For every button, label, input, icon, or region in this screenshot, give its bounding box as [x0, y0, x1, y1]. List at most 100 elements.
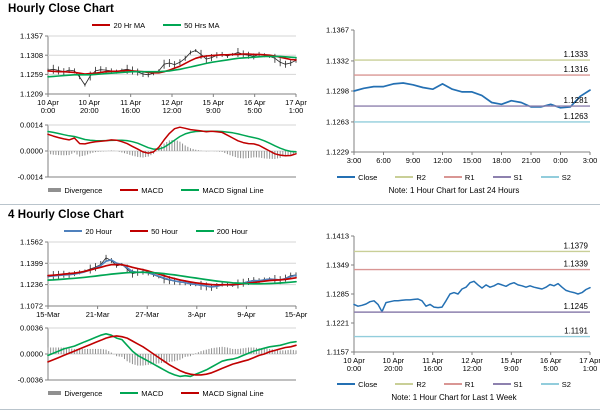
svg-text:1.1285: 1.1285: [326, 290, 349, 299]
svg-text:1.1339: 1.1339: [564, 260, 589, 269]
svg-text:-0.0036: -0.0036: [18, 376, 43, 385]
svg-text:15-Mar: 15-Mar: [36, 310, 60, 319]
svg-text:18:00: 18:00: [492, 156, 511, 165]
hourly-macd-legend: Divergence MACD MACD Signal Line: [8, 185, 304, 195]
line-swatch-icon: [130, 230, 149, 232]
line-swatch-icon: [540, 383, 559, 385]
svg-text:1.1236: 1.1236: [20, 280, 43, 289]
legend-item: 50 Hrs MA: [163, 21, 220, 30]
line-swatch-icon: [337, 176, 356, 178]
legend-item: Close: [337, 173, 377, 182]
legend-item: 20 Hr MA: [92, 21, 145, 30]
svg-text:1.1263: 1.1263: [564, 112, 589, 121]
four-hourly-section-title: 4 Hourly Close Chart: [8, 209, 124, 221]
legend-item: R1: [443, 173, 475, 182]
svg-text:1.1349: 1.1349: [326, 261, 349, 270]
line-swatch-icon: [540, 176, 559, 178]
svg-text:9-Apr: 9-Apr: [237, 310, 256, 319]
weekly-pivot-legend: Close R2 R1 S1 S2: [312, 379, 596, 389]
line-swatch-icon: [443, 383, 462, 385]
line-swatch-icon: [337, 383, 356, 385]
four-hourly-macd-legend: Divergence MACD MACD Signal Line: [8, 388, 304, 398]
svg-text:21-Mar: 21-Mar: [86, 310, 110, 319]
svg-text:1.1259: 1.1259: [20, 70, 43, 79]
svg-text:12:00: 12:00: [433, 156, 452, 165]
svg-text:1.1413: 1.1413: [326, 232, 349, 241]
svg-text:1.1316: 1.1316: [564, 65, 589, 74]
svg-text:9:00: 9:00: [406, 156, 421, 165]
legend-item: R1: [443, 380, 475, 389]
svg-text:1.1562: 1.1562: [20, 238, 43, 247]
svg-text:0.0000: 0.0000: [20, 350, 43, 359]
legend-item: MACD: [120, 389, 163, 398]
legend-item: MACD Signal Line: [181, 389, 264, 398]
line-swatch-icon: [120, 189, 139, 191]
line-swatch-icon: [120, 392, 139, 394]
svg-text:15-Apr: 15-Apr: [285, 310, 308, 319]
legend-item: S1: [492, 380, 523, 389]
hourly-pivot-note: Note: 1 Hour Chart for Last 24 Hours: [388, 186, 520, 195]
bar-swatch-icon: [48, 391, 62, 395]
svg-text:1.1245: 1.1245: [564, 302, 589, 311]
line-swatch-icon: [395, 176, 414, 178]
line-swatch-icon: [492, 383, 511, 385]
legend-item: R2: [395, 173, 426, 182]
svg-text:0.0000: 0.0000: [20, 147, 43, 156]
svg-text:1.1298: 1.1298: [326, 87, 349, 96]
weekly-pivot-note: Note: 1 Hour Chart for Last 1 Week: [391, 393, 517, 402]
legend-item: S1: [492, 173, 523, 182]
svg-text:1.1281: 1.1281: [564, 96, 589, 105]
line-swatch-icon: [395, 383, 414, 385]
svg-text:3-Apr: 3-Apr: [188, 310, 207, 319]
svg-text:1.1399: 1.1399: [20, 259, 43, 268]
section-divider: [0, 204, 600, 205]
line-swatch-icon: [492, 176, 511, 178]
svg-text:1.1072: 1.1072: [20, 302, 43, 311]
svg-text:1.1357: 1.1357: [20, 32, 43, 41]
legend-item: 20 Hour: [64, 227, 112, 236]
legend-item: S2: [540, 173, 571, 182]
svg-text:15:00: 15:00: [463, 156, 482, 165]
svg-text:1.1157: 1.1157: [327, 348, 349, 357]
legend-item: MACD Signal Line: [181, 186, 264, 195]
svg-text:0.0014: 0.0014: [20, 121, 43, 130]
svg-text:3:00: 3:00: [583, 156, 598, 165]
legend-item: R2: [395, 380, 426, 389]
line-swatch-icon: [443, 176, 462, 178]
hourly-section-title: Hourly Close Chart: [8, 3, 114, 15]
svg-text:27-Mar: 27-Mar: [135, 310, 159, 319]
svg-text:1.1263: 1.1263: [326, 118, 349, 127]
svg-text:1.1229: 1.1229: [326, 148, 349, 157]
svg-text:-0.0014: -0.0014: [18, 173, 43, 182]
line-swatch-icon: [163, 24, 182, 26]
hourly-ma-legend: 20 Hr MA 50 Hrs MA: [8, 20, 304, 30]
bar-swatch-icon: [48, 188, 62, 192]
line-swatch-icon: [92, 24, 111, 26]
four-hourly-ma-legend: 20 Hour 50 Hour 200 Hour: [8, 226, 304, 236]
legend-item: 50 Hour: [130, 227, 178, 236]
svg-text:0.0036: 0.0036: [20, 324, 43, 333]
svg-text:1.1308: 1.1308: [20, 51, 43, 60]
svg-text:3:00: 3:00: [347, 156, 362, 165]
bottom-divider: [0, 409, 600, 410]
hourly-macd-chart: 0.0014 0.0000 -0.0014: [18, 121, 297, 182]
legend-item: S2: [540, 380, 571, 389]
svg-text:1.1379: 1.1379: [564, 241, 589, 250]
svg-text:1.1191: 1.1191: [564, 327, 588, 336]
svg-text:1.1333: 1.1333: [564, 50, 589, 59]
